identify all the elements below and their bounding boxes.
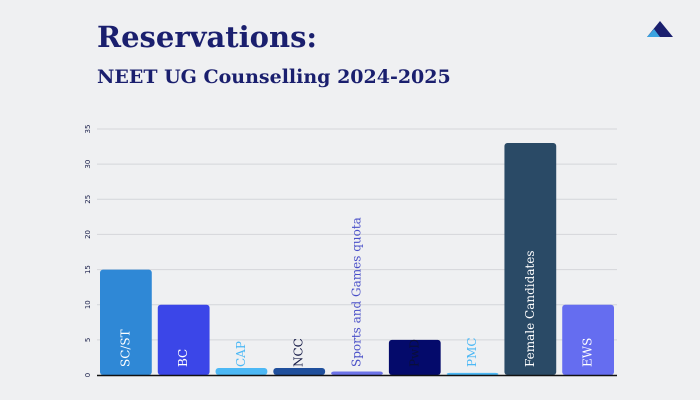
y-tick-label: 35 xyxy=(84,125,92,134)
page-title: Reservations: xyxy=(97,20,318,54)
y-tick-label: 30 xyxy=(84,160,92,169)
y-axis-ticks: 0 5 10 15 20 25 30 35 xyxy=(84,125,92,378)
bar-pwd xyxy=(388,339,441,375)
page-subtitle: NEET UG Counselling 2024-2025 xyxy=(97,66,451,88)
bar-label: PMC xyxy=(465,337,479,367)
bar-label: SC/ST xyxy=(118,329,132,367)
y-tick-label: 20 xyxy=(84,230,92,239)
bar-sports-and-games-quota xyxy=(331,371,383,375)
bar-sc-st xyxy=(100,269,152,375)
bar-label: NCC xyxy=(292,338,306,367)
bar-cap xyxy=(215,367,268,375)
bar-label: Female Candidates xyxy=(523,250,537,367)
bar-female-candidates xyxy=(504,143,557,375)
bar-ews xyxy=(562,304,614,375)
bar-label: CAP xyxy=(234,341,248,367)
y-tick-label: 25 xyxy=(84,195,92,204)
mountain-logo-icon xyxy=(647,21,673,37)
bar-label: BC xyxy=(176,349,190,367)
bar-pmc xyxy=(446,372,499,375)
bar-label: EWS xyxy=(581,338,595,367)
y-tick-label: 5 xyxy=(84,338,92,342)
bar-bc xyxy=(157,304,210,375)
bar-label: PwD xyxy=(407,339,421,367)
bar-labels: SC/ST BC CAP NCC Sports and Games quota PwD PM… xyxy=(118,217,594,367)
bars xyxy=(100,143,614,375)
bar-label: Sports and Games quota xyxy=(350,217,364,367)
y-tick-label: 10 xyxy=(84,300,92,309)
y-tick-label: 0 xyxy=(84,373,92,377)
y-tick-label: 15 xyxy=(84,265,92,274)
bar-ncc xyxy=(273,367,326,375)
